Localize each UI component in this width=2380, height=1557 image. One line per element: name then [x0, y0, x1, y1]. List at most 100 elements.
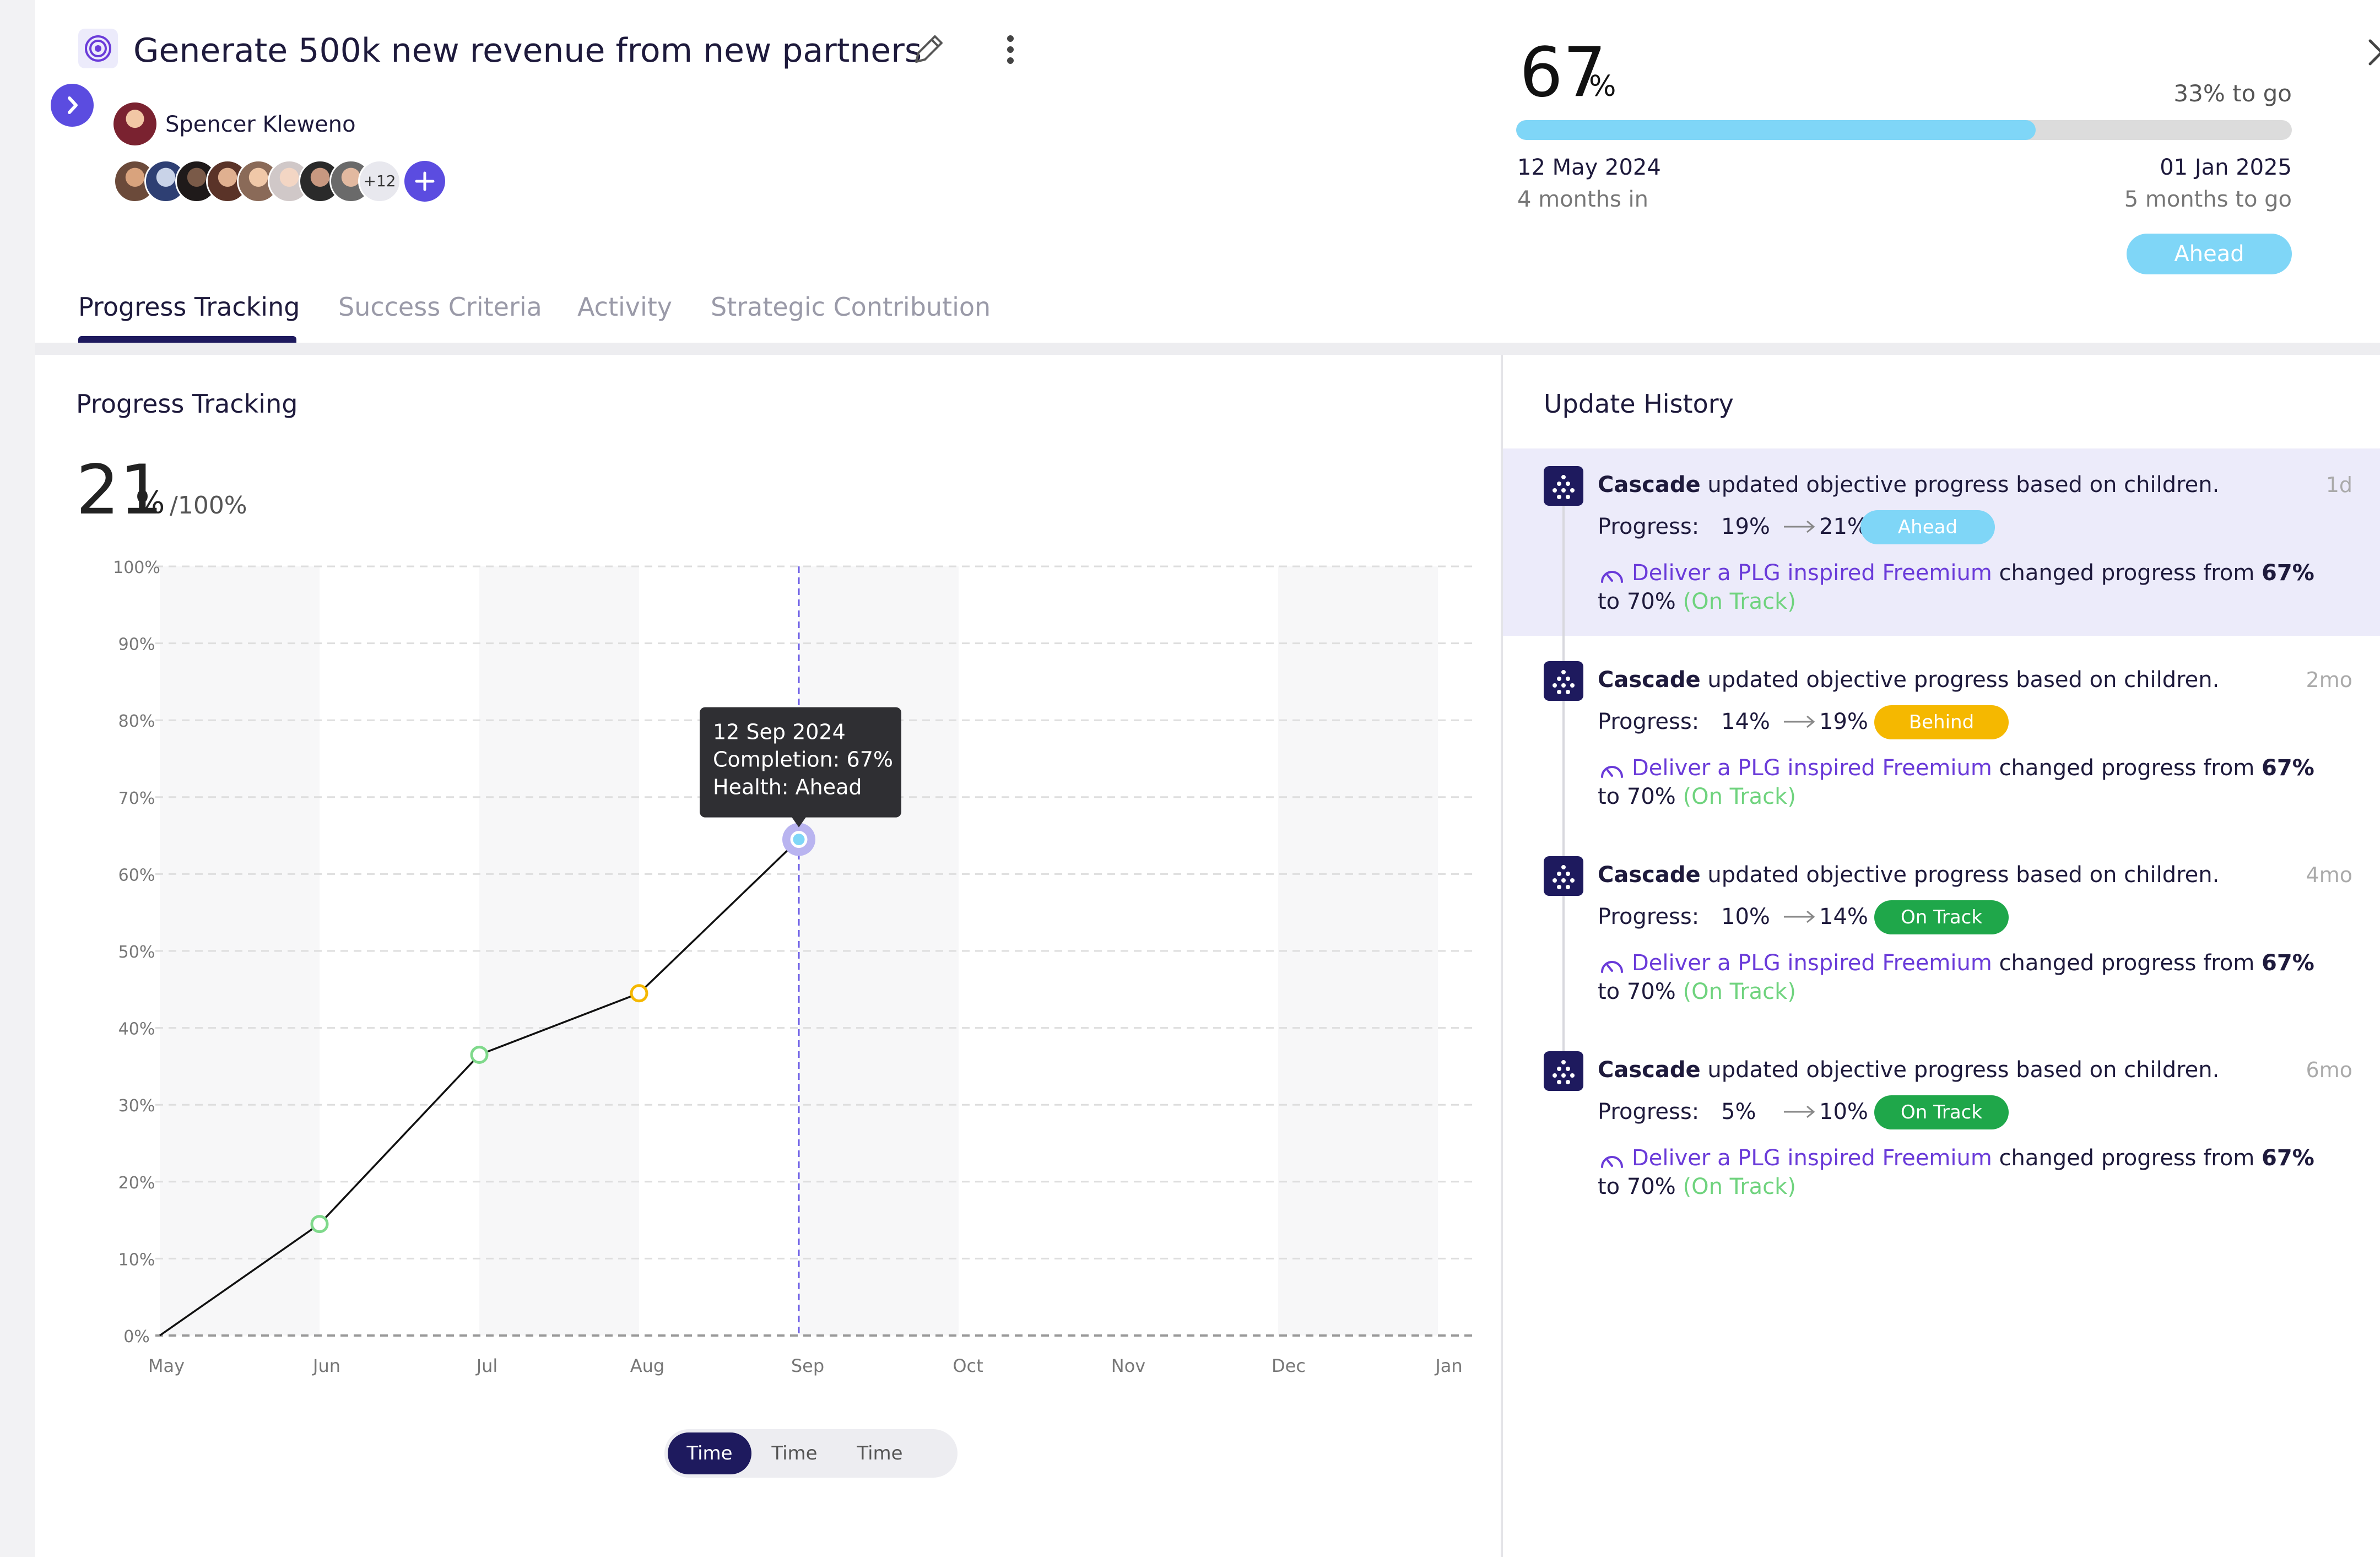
update-history-entry[interactable]: Cascade updated objective progress based…	[1503, 644, 2380, 831]
time-toggle-option[interactable]: Time	[857, 1442, 903, 1464]
old-progress: 67%	[2262, 560, 2314, 586]
time-toggle-option[interactable]: Time	[668, 1432, 751, 1474]
chart-y-tick-label: 30%	[118, 1096, 155, 1116]
new-progress: 70%	[1626, 589, 1676, 614]
child-status: (On Track)	[1683, 784, 1796, 809]
cascade-logo-icon	[1544, 466, 1583, 506]
tab-activity[interactable]: Activity	[577, 292, 673, 322]
edit-pencil-icon[interactable]	[908, 30, 948, 69]
chart-y-tick-label: 0%	[123, 1327, 150, 1347]
progress-from: 5%	[1721, 1099, 1756, 1124]
child-objective-link[interactable]: Deliver a PLG inspired Freemium	[1632, 1145, 1992, 1171]
update-text: updated objective progress based on chil…	[1707, 1057, 2220, 1083]
health-status-badge[interactable]: Ahead	[2127, 234, 2292, 274]
child-objective-link[interactable]: Deliver a PLG inspired Freemium	[1632, 755, 1992, 781]
chart-x-tick-label: Jun	[312, 1355, 340, 1376]
conj-text: to	[1598, 589, 1620, 614]
update-health-badge: Ahead	[1860, 510, 1995, 544]
history-timeline-line	[1562, 479, 1565, 1085]
objective-progress-fill	[1516, 120, 2036, 140]
chart-shaded-column	[1278, 566, 1438, 1336]
cascade-logo-icon	[1544, 1051, 1583, 1091]
chart-tooltip-line: Health: Ahead	[713, 775, 862, 799]
chart-data-point	[630, 984, 648, 1003]
progress-label: Progress:	[1598, 709, 1700, 734]
tab-success-criteria[interactable]: Success Criteria	[338, 292, 542, 322]
chart-data-point	[470, 1045, 489, 1064]
update-history-entry[interactable]: Cascade updated objective progress based…	[1503, 839, 2380, 1026]
changed-text: changed progress from	[1999, 1145, 2255, 1171]
chart-x-tick-label: Aug	[630, 1355, 664, 1376]
objective-title: Generate 500k new revenue from new partn…	[133, 31, 922, 70]
gauge-icon	[1601, 571, 1623, 583]
update-history-entry[interactable]: Cascade updated objective progress based…	[1503, 448, 2380, 636]
update-history-entry[interactable]: Cascade updated objective progress based…	[1503, 1034, 2380, 1221]
expand-sidebar-button[interactable]	[51, 84, 94, 127]
child-update-detail: Deliver a PLG inspired Freemium changed …	[1598, 1144, 2336, 1201]
time-range-toggle[interactable]: Time Time Time	[664, 1429, 958, 1478]
chart-tooltip-line: 12 Sep 2024	[713, 720, 846, 744]
arrow-right-icon	[1784, 715, 1815, 728]
progress-label: Progress:	[1598, 514, 1700, 539]
update-health-badge: Behind	[1874, 705, 2009, 739]
old-progress: 67%	[2262, 755, 2314, 781]
time-toggle-option[interactable]: Time	[771, 1442, 818, 1464]
progress-to: 10%	[1819, 1099, 1868, 1124]
progress-to: 21%	[1819, 514, 1868, 539]
update-summary: Cascade updated objective progress based…	[1598, 468, 2219, 501]
more-options-icon[interactable]	[999, 30, 1021, 69]
update-text: updated objective progress based on chil…	[1707, 667, 2220, 693]
changed-text: changed progress from	[1999, 950, 2255, 976]
chart-x-tick-label: Jul	[475, 1355, 498, 1376]
update-text: updated objective progress based on chil…	[1707, 862, 2220, 888]
current-progress-value: 21	[76, 451, 163, 530]
arrow-right-icon	[1784, 910, 1815, 923]
objective-target-icon	[78, 29, 118, 68]
tab-strategic-contribution[interactable]: Strategic Contribution	[711, 292, 991, 322]
child-objective-link[interactable]: Deliver a PLG inspired Freemium	[1632, 560, 1992, 586]
owner-avatar[interactable]	[113, 102, 156, 145]
chart-tooltip-pointer	[791, 816, 807, 828]
child-objective-link[interactable]: Deliver a PLG inspired Freemium	[1632, 950, 1992, 976]
progress-tracking-heading: Progress Tracking	[76, 389, 298, 419]
update-time: 6mo	[2306, 1058, 2352, 1082]
progress-to-go: 33% to go	[2173, 80, 2292, 107]
update-actor: Cascade	[1598, 862, 1701, 888]
chart-selected-point	[790, 831, 808, 848]
child-status: (On Track)	[1683, 1174, 1796, 1199]
time-remaining: 5 months to go	[2124, 187, 2292, 212]
new-progress: 70%	[1626, 784, 1676, 809]
more-members-count[interactable]: +12	[358, 160, 401, 203]
add-member-button[interactable]	[404, 161, 445, 202]
close-icon[interactable]	[2362, 33, 2380, 72]
arrow-right-icon	[1784, 520, 1815, 533]
cascade-logo-icon	[1544, 661, 1583, 701]
chart-y-tick-label: 90%	[118, 635, 155, 655]
current-progress-symbol: %	[136, 485, 165, 521]
chart-shaded-column	[799, 566, 959, 1336]
tab-progress-tracking[interactable]: Progress Tracking	[78, 292, 300, 322]
update-health-badge: On Track	[1874, 1095, 2009, 1129]
chart-y-tick-label: 40%	[118, 1020, 155, 1039]
child-status: (On Track)	[1683, 589, 1796, 614]
gauge-icon	[1601, 1156, 1623, 1168]
chart-y-tick-label: 10%	[118, 1250, 155, 1269]
chart-tooltip	[700, 707, 901, 818]
owner-name[interactable]: Spencer Kleweno	[165, 112, 356, 137]
chart-x-tick-label: Dec	[1272, 1355, 1306, 1376]
gauge-icon	[1601, 961, 1623, 973]
changed-text: changed progress from	[1999, 560, 2255, 586]
member-avatars[interactable]: +12	[113, 160, 455, 203]
new-progress: 70%	[1626, 1174, 1676, 1199]
child-update-detail: Deliver a PLG inspired Freemium changed …	[1598, 754, 2336, 811]
update-history-heading: Update History	[1544, 389, 1734, 419]
progress-to: 14%	[1819, 904, 1868, 929]
chart-y-tick-label: 70%	[118, 789, 155, 808]
header-divider	[35, 343, 2380, 355]
column-divider	[1501, 355, 1503, 1557]
conj-text: to	[1598, 784, 1620, 809]
progress-from: 10%	[1721, 904, 1770, 929]
chart-y-tick-label: 100%	[113, 558, 160, 577]
chart-x-tick-label: Sep	[791, 1355, 824, 1376]
objective-panel: Generate 500k new revenue from new partn…	[35, 0, 2380, 1557]
